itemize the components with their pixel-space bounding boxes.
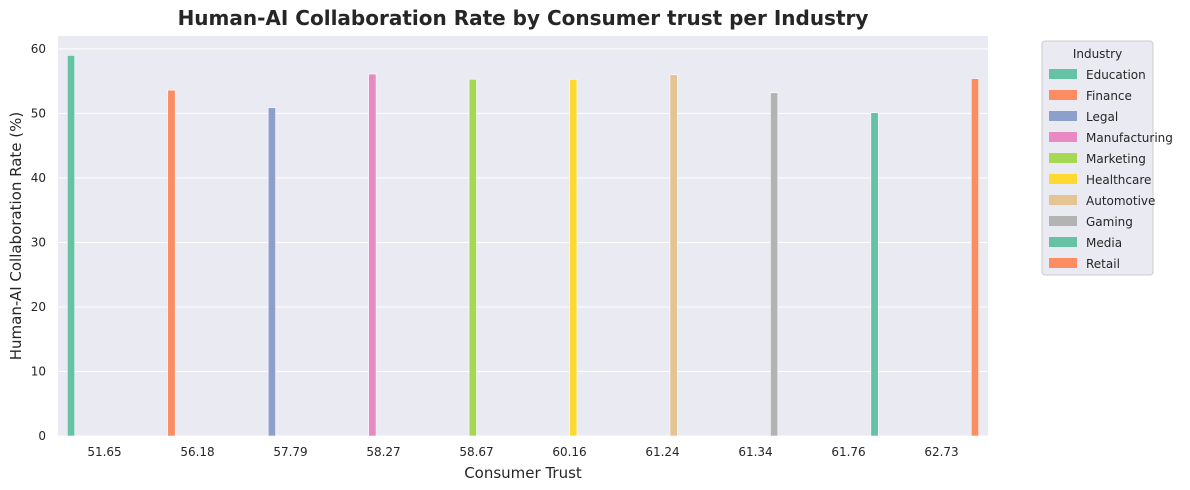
legend-title: Industry [1073,47,1122,61]
x-tick-label: 56.18 [180,445,214,459]
x-tick-label: 62.73 [924,445,958,459]
y-tick-label: 50 [31,106,46,120]
y-tick-label: 40 [31,171,46,185]
legend-label: Legal [1086,110,1118,124]
x-tick-label: 58.67 [459,445,493,459]
x-tick-labels: 51.65 56.18 57.79 58.27 58.67 60.16 61.24 61.34… [87,445,958,459]
legend-label: Marketing [1086,152,1146,166]
legend-label: Automotive [1086,194,1155,208]
legend-label: Retail [1086,257,1120,271]
legend-label: Finance [1086,89,1132,103]
x-tick-label: 58.27 [366,445,400,459]
x-axis-title: Consumer Trust [464,464,582,482]
bar [267,107,276,437]
legend-label: Education [1086,68,1146,82]
legend-items: Education Finance Legal Manufacturing Market… [1049,68,1173,271]
y-tick-label: 60 [31,42,46,56]
legend-swatch [1049,111,1077,121]
legend: Industry Education Finance Legal Manufactur… [1041,40,1173,276]
y-tick-label: 0 [38,429,46,443]
y-axis-title: Human-AI Collaboration Rate (%) [7,112,25,361]
legend-label: Manufacturing [1086,131,1173,145]
legend-swatch [1049,90,1077,100]
legend-swatch [1049,195,1077,205]
legend-swatch [1049,174,1077,184]
bar [770,92,779,437]
legend-label: Media [1086,236,1122,250]
y-tick-label: 20 [31,300,46,314]
legend-swatch [1049,69,1077,79]
y-tick-labels: 0 10 20 30 40 50 60 [31,42,46,443]
legend-swatch [1049,237,1077,247]
legend-swatch [1049,153,1077,163]
legend-swatch [1049,216,1077,226]
bar [569,78,578,437]
legend-swatch [1049,258,1077,268]
x-tick-label: 60.16 [552,445,586,459]
bar [167,89,176,437]
chart-title: Human-AI Collaboration Rate by Consumer … [178,6,869,30]
plot-background [58,36,988,436]
x-tick-label: 61.34 [738,445,772,459]
x-tick-label: 61.76 [831,445,865,459]
y-tick-label: 10 [31,364,46,378]
bar [970,78,980,437]
legend-swatch [1049,132,1077,142]
grid-lines [58,48,988,437]
legend-label: Healthcare [1086,173,1151,187]
bar [870,112,879,437]
bar [67,55,76,437]
x-tick-label: 51.65 [87,445,121,459]
x-tick-label: 61.24 [645,445,679,459]
bar [368,73,377,437]
y-tick-label: 30 [31,235,46,249]
x-tick-label: 57.79 [273,445,307,459]
bar [669,74,678,437]
legend-label: Gaming [1086,215,1133,229]
bars [67,55,980,437]
bar [468,78,477,437]
